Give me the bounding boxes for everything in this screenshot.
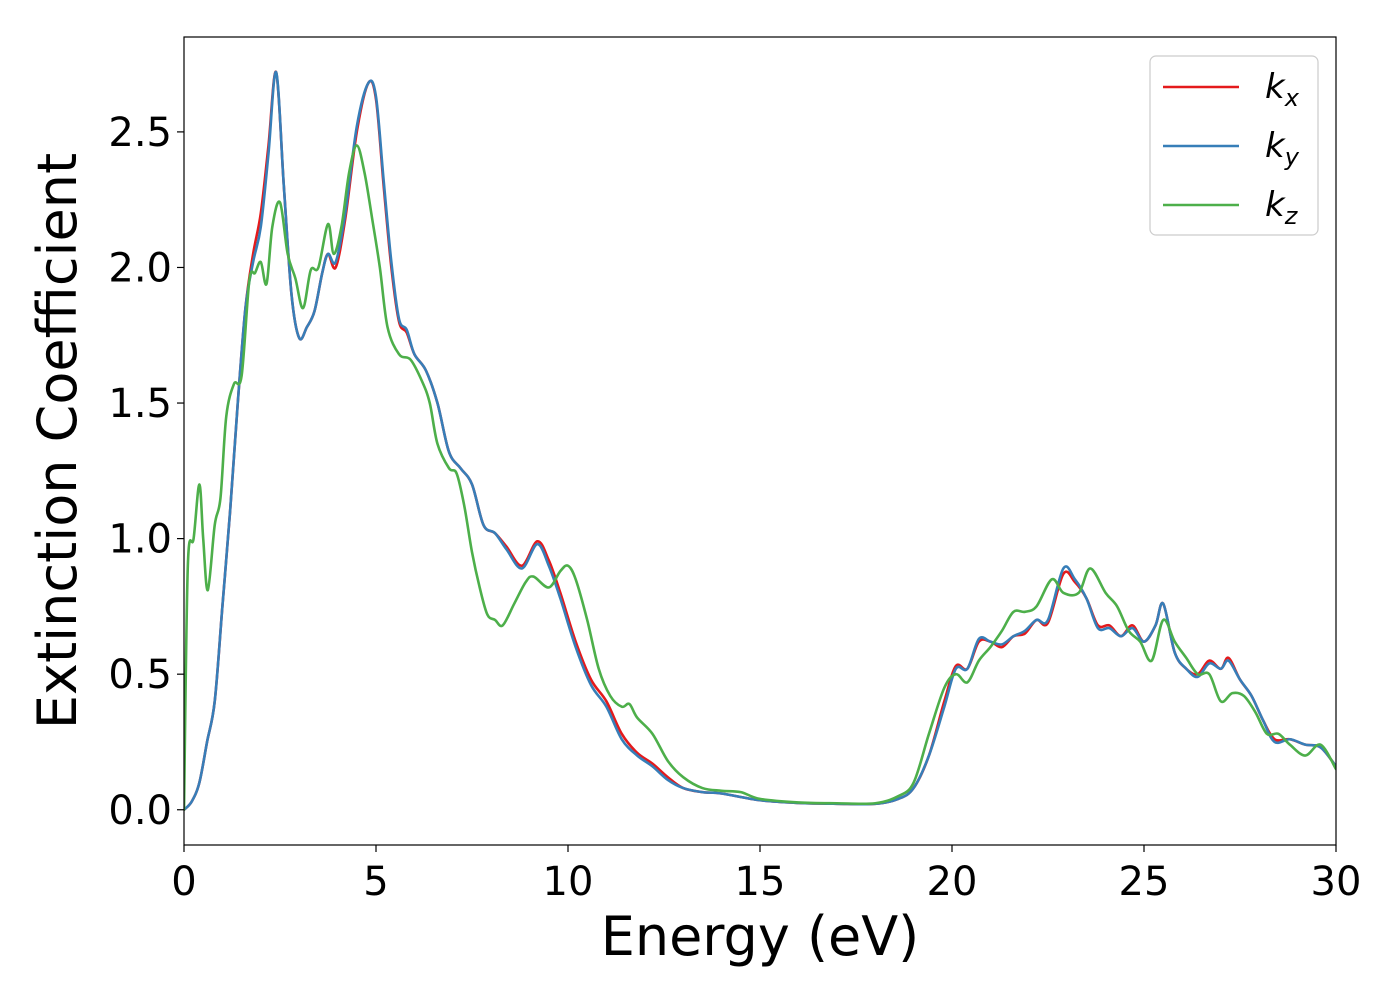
y-tick-label: 2.0: [108, 245, 172, 291]
y-tick-label: 0.5: [108, 652, 172, 698]
series-line-z: [184, 144, 1336, 812]
y-tick-label: 2.5: [108, 110, 172, 156]
x-tick-label: 25: [1119, 859, 1170, 905]
legend-label-y: ky: [1265, 126, 1300, 171]
x-tick-label: 10: [543, 859, 594, 905]
y-tick-label: 0.0: [108, 788, 172, 834]
x-tick-label: 20: [927, 859, 978, 905]
legend-label-x: kx: [1265, 67, 1300, 112]
x-axis: 0 5 10 15 20 25 30: [171, 845, 1361, 905]
y-tick-label: 1.0: [108, 517, 172, 563]
y-axis-label: Extinction Coefficient: [26, 153, 89, 729]
y-axis: 0.0 0.5 1.0 1.5 2.0 2.5: [108, 110, 184, 834]
x-axis-label: Energy (eV): [601, 905, 920, 968]
x-tick-label: 15: [735, 859, 786, 905]
legend-label-z: kz: [1265, 185, 1299, 230]
series-layer: [184, 70, 1336, 812]
x-tick-label: 0: [171, 859, 196, 905]
series-line-y: [184, 70, 1336, 812]
y-tick-label: 1.5: [108, 381, 172, 427]
legend: kx ky kz: [1149, 55, 1319, 236]
x-tick-label: 30: [1311, 859, 1362, 905]
x-tick-label: 5: [363, 859, 388, 905]
